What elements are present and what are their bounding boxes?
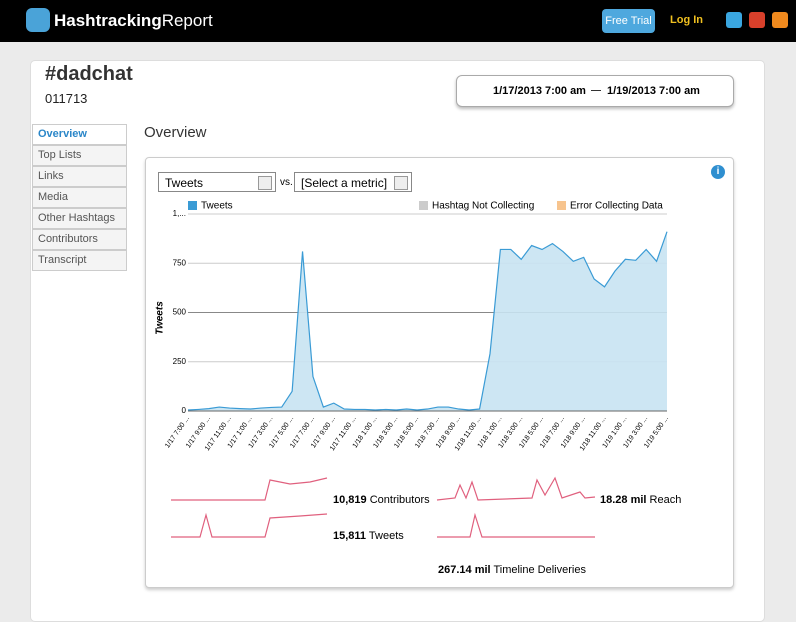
stat-value: 18.28 mil bbox=[600, 494, 647, 506]
stat-label: Contributors bbox=[369, 494, 430, 506]
line bbox=[187, 231, 668, 411]
stat-reach: 18.28 mil Reach bbox=[600, 494, 681, 506]
info-icon[interactable]: i bbox=[711, 165, 725, 179]
metric-value: Tweets bbox=[165, 176, 204, 190]
free-trial-button[interactable]: Free Trial bbox=[602, 9, 655, 33]
stat-label: Timeline Deliveries bbox=[493, 564, 586, 576]
sparklines bbox=[171, 476, 596, 538]
legend-label: Error Collecting Data bbox=[570, 201, 663, 212]
log-in-link[interactable]: Log In bbox=[670, 14, 703, 26]
date-dash bbox=[591, 90, 601, 91]
y-axis-label: Tweets bbox=[155, 301, 166, 335]
stat-value: 10,819 bbox=[333, 494, 367, 506]
y-tick-label: 1,... bbox=[173, 209, 186, 218]
y-tick-label: 750 bbox=[173, 258, 187, 267]
twitter-icon[interactable] bbox=[726, 12, 742, 28]
sparkline-tweets bbox=[171, 512, 328, 538]
sparkline-contributors bbox=[171, 477, 328, 501]
sidebar-tab[interactable]: Links bbox=[32, 166, 127, 187]
legend-label: Hashtag Not Collecting bbox=[432, 201, 534, 212]
legend-swatch bbox=[188, 201, 197, 210]
legend-label: Tweets bbox=[201, 201, 233, 212]
compare-value: [Select a metric] bbox=[301, 176, 388, 190]
legend-swatch bbox=[419, 201, 428, 210]
compare-select[interactable]: [Select a metric] bbox=[294, 172, 412, 192]
stat-timeline: 267.14 mil Timeline Deliveries bbox=[438, 564, 586, 576]
sparkline-timeline bbox=[437, 512, 595, 538]
y-tick-label: 500 bbox=[173, 308, 187, 317]
vs-label: vs. bbox=[280, 177, 293, 188]
logo[interactable]: HashtrackingReport bbox=[54, 11, 213, 31]
logo-main: Hashtracking bbox=[54, 11, 162, 30]
stat-contributors: 10,819 Contributors bbox=[333, 494, 430, 506]
date-start: 1/17/2013 7:00 am bbox=[493, 85, 586, 97]
date-end: 1/19/2013 7:00 am bbox=[607, 85, 700, 97]
y-tick-label: 0 bbox=[182, 406, 187, 415]
stat-tweets: 15,811 Tweets bbox=[333, 530, 404, 542]
sidebar-tab[interactable]: Contributors bbox=[32, 229, 127, 250]
stat-value: 15,811 bbox=[333, 530, 367, 542]
sidebar-tab[interactable]: Top Lists bbox=[32, 145, 127, 166]
section-title: Overview bbox=[144, 124, 207, 141]
sidebar-tab[interactable]: Media bbox=[32, 187, 127, 208]
rss-icon[interactable] bbox=[772, 12, 788, 28]
logo-sub: Report bbox=[161, 11, 213, 30]
legend-swatch bbox=[557, 201, 566, 210]
y-tick-label: 250 bbox=[173, 357, 187, 366]
report-title: #dadchat bbox=[45, 63, 133, 85]
sidebar-tab[interactable]: Other Hashtags bbox=[32, 208, 127, 229]
stat-label: Tweets bbox=[368, 530, 404, 542]
area bbox=[188, 231, 667, 411]
metric-select[interactable]: Tweets bbox=[158, 172, 276, 192]
stat-value: 267.14 mil bbox=[438, 564, 491, 576]
sparkline-reach bbox=[436, 476, 596, 501]
report-subtitle: 011713 bbox=[45, 91, 88, 106]
sidebar-tab[interactable]: Transcript bbox=[32, 250, 127, 271]
logo-icon bbox=[26, 8, 50, 32]
top-bar: HashtrackingReport Free Trial Log In bbox=[0, 0, 796, 42]
date-range[interactable]: 1/17/2013 7:00 am 1/19/2013 7:00 am bbox=[456, 75, 734, 107]
sidebar-tab[interactable]: Overview bbox=[32, 124, 127, 145]
google-plus-icon[interactable] bbox=[749, 12, 765, 28]
stat-label: Reach bbox=[649, 494, 682, 506]
